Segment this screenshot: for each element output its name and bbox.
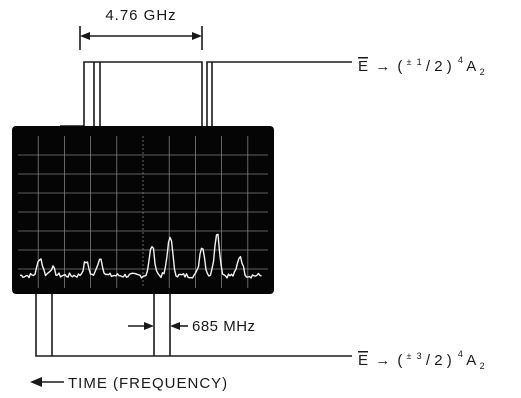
lower-level-label: E → ( ± 3 / 2 ) 4 A 2 bbox=[358, 344, 485, 371]
top-interval-marker bbox=[79, 26, 203, 50]
screen-graticule bbox=[18, 136, 268, 288]
upper-level-label: E → ( ± 1 / 2 ) 4 A 2 bbox=[358, 50, 485, 77]
time-axis-label: TIME (FREQUENCY) bbox=[68, 375, 228, 392]
spectrum-trace bbox=[19, 233, 262, 279]
lower-level-trace bbox=[35, 294, 352, 357]
time-axis-arrow bbox=[30, 377, 64, 387]
oscilloscope-screen bbox=[12, 126, 274, 294]
bottom-interval-marker bbox=[128, 322, 188, 330]
top-interval-label: 4.76 GHz bbox=[105, 7, 176, 24]
bottom-interval-label: 685 MHz bbox=[192, 318, 256, 335]
upper-level-trace bbox=[60, 61, 352, 127]
